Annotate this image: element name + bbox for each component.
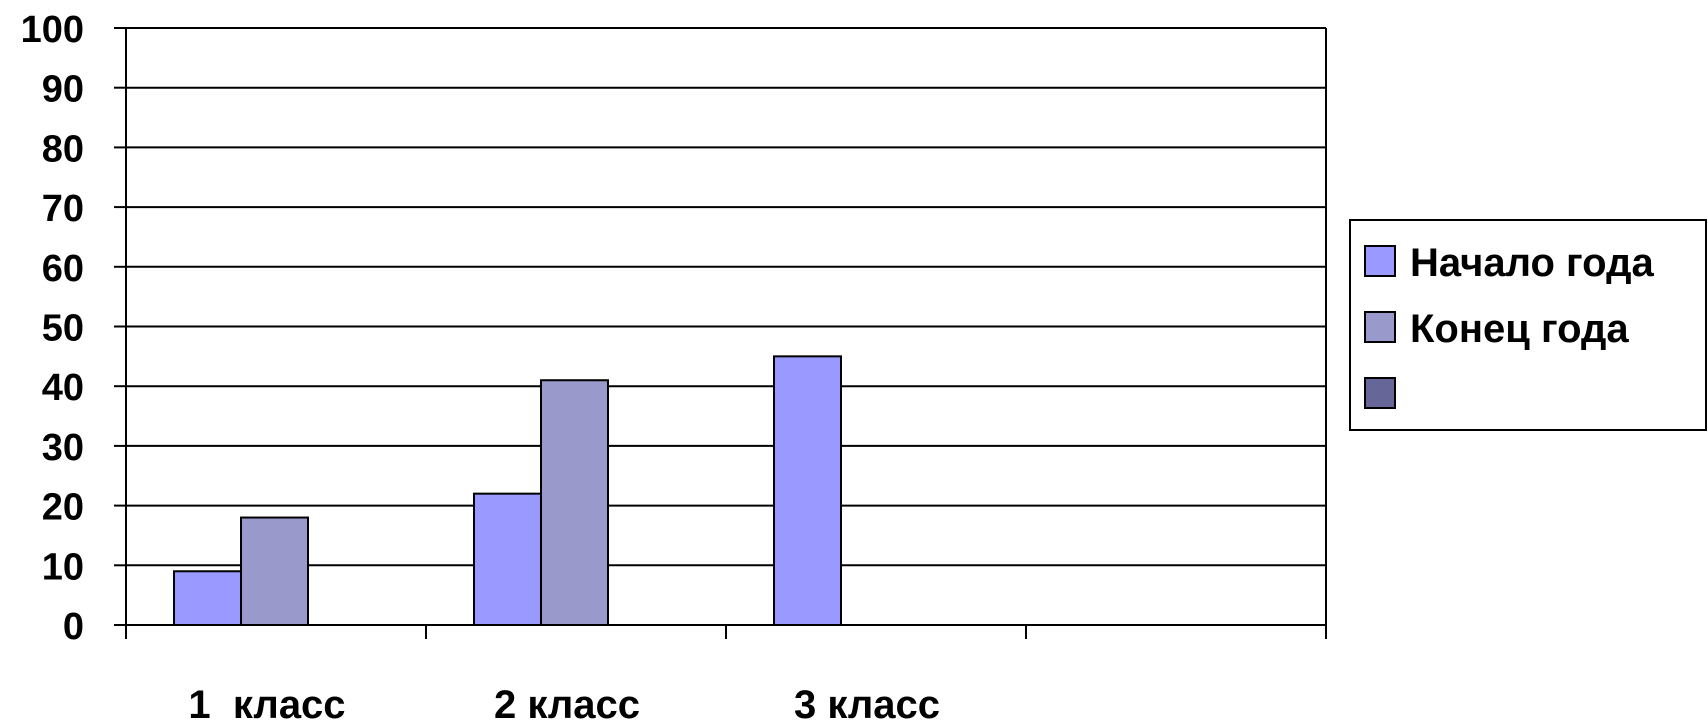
bar: [473, 492, 542, 626]
y-tick-label: 40: [42, 367, 84, 409]
x-category-label: 1 класс: [188, 683, 345, 722]
x-category-label: 2 класс: [494, 683, 640, 722]
bar: [773, 355, 842, 626]
y-tick-label: 30: [42, 427, 84, 469]
y-tick-label: 60: [42, 248, 84, 290]
x-category-label: 3 класс: [794, 683, 940, 722]
bar: [173, 570, 242, 627]
y-axis-tick-labels: 0 10 20 30 40 50 60 70 80 90 100: [21, 9, 84, 648]
y-tick-label: 0: [63, 606, 84, 648]
y-tick-label: 70: [42, 188, 84, 230]
bar: [540, 379, 609, 627]
gridlines: [126, 27, 1326, 567]
legend-swatch: [1364, 377, 1396, 409]
y-tick-label: 10: [42, 546, 84, 588]
legend: Начало года Конец года: [1349, 219, 1707, 431]
y-tick-label: 90: [42, 69, 84, 111]
legend-label: Начало года: [1410, 241, 1654, 285]
axes: [114, 27, 1327, 639]
y-tick-label: 20: [42, 487, 84, 529]
legend-swatch: [1364, 245, 1396, 277]
y-tick-label: 50: [42, 308, 84, 350]
y-tick-label: 100: [21, 9, 84, 51]
x-axis-category-labels: 1 класс 2 класс 3 класс: [188, 683, 940, 722]
y-tick-label: 80: [42, 128, 84, 170]
legend-box: [1349, 219, 1707, 431]
legend-label: Конец года: [1410, 307, 1629, 351]
bar: [240, 516, 309, 626]
bars: [173, 355, 842, 627]
legend-swatch: [1364, 311, 1396, 343]
